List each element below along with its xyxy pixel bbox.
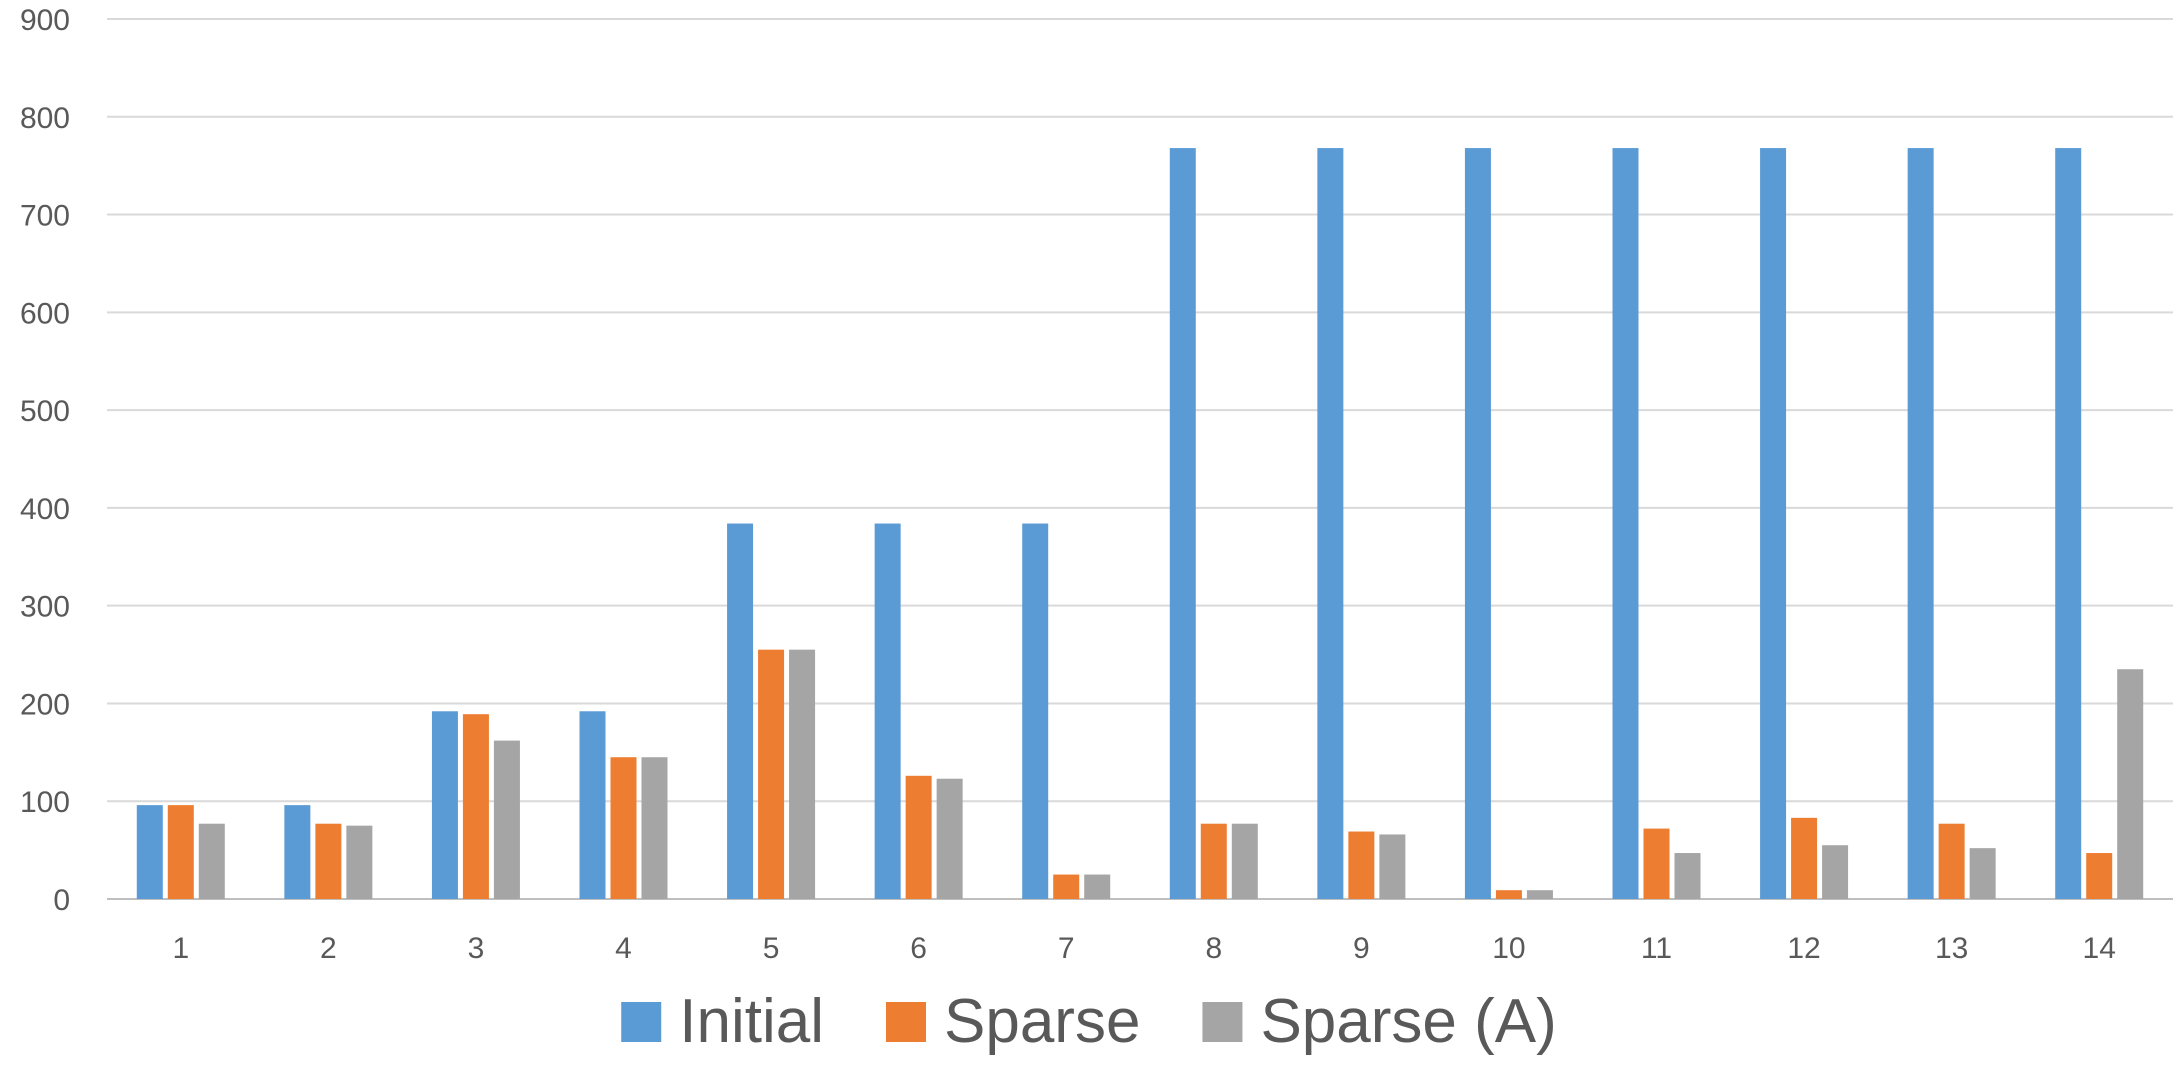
bar-sparse-a-13: [1969, 848, 1996, 899]
bar-sparse-13: [1938, 823, 1965, 899]
legend-swatch: [1202, 1002, 1243, 1042]
bar-sparse-3: [462, 714, 489, 899]
x-axis-tick-labels: 1 2 3 4 5 6 7 8 9 10 11 12 13 14: [172, 932, 2115, 965]
bar-sparse-a-12: [1822, 845, 1849, 899]
bar-sparse-14: [2086, 853, 2113, 899]
legend-item: Sparse (A): [1202, 987, 1557, 1056]
x-tick-label: 5: [763, 932, 780, 965]
y-tick-label: 400: [20, 493, 70, 526]
bar-initial-6: [874, 523, 901, 899]
bar-initial-11: [1612, 148, 1639, 900]
legend-item: Sparse: [885, 987, 1140, 1056]
bar-sparse-a-5: [789, 649, 816, 899]
bar-sparse-8: [1200, 823, 1227, 899]
x-tick-label: 6: [910, 932, 927, 965]
bar-sparse-9: [1348, 831, 1375, 899]
bar-sparse-10: [1495, 890, 1522, 899]
y-axis-tick-labels: 0 100 200 300 400 500 600 700 800 900: [20, 4, 70, 917]
x-tick-label: 2: [320, 932, 337, 965]
x-tick-label: 9: [1353, 932, 1370, 965]
bar-initial-2: [284, 805, 311, 899]
bar-sparse-a-9: [1379, 834, 1406, 899]
bar-initial-8: [1169, 148, 1196, 900]
y-tick-label: 0: [53, 884, 70, 917]
gridlines: [107, 18, 2173, 900]
bar-sparse-5: [758, 649, 785, 899]
legend-item: Initial: [621, 987, 824, 1056]
bar-sparse-a-1: [198, 823, 225, 899]
bar-initial-1: [136, 805, 163, 899]
bar-sparse-a-11: [1674, 853, 1701, 899]
bar-initial-10: [1464, 148, 1491, 900]
x-tick-label: 11: [1641, 932, 1672, 965]
bar-initial-5: [727, 523, 754, 899]
bar-initial-4: [579, 711, 606, 899]
y-tick-label: 100: [20, 786, 70, 819]
bar-sparse-a-4: [641, 757, 668, 899]
bar-initial-3: [431, 711, 458, 899]
x-tick-label: 8: [1205, 932, 1222, 965]
bars: [136, 148, 2144, 900]
y-tick-label: 900: [20, 4, 70, 37]
bar-sparse-7: [1053, 874, 1080, 899]
legend-swatch: [885, 1002, 926, 1042]
bar-sparse-2: [315, 823, 342, 899]
bar-sparse-1: [167, 805, 194, 899]
x-tick-label: 12: [1787, 932, 1820, 965]
y-tick-label: 600: [20, 297, 70, 330]
y-tick-label: 700: [20, 200, 70, 233]
legend-label: Initial: [679, 987, 824, 1056]
legend-swatch: [621, 1002, 662, 1042]
bar-sparse-a-10: [1526, 890, 1553, 899]
bar-sparse-a-2: [346, 825, 373, 899]
bar-sparse-a-8: [1231, 823, 1258, 899]
bar-initial-12: [1760, 148, 1787, 900]
legend: Initial Sparse Sparse (A): [621, 987, 1557, 1056]
y-tick-label: 200: [20, 688, 70, 721]
bar-sparse-a-3: [493, 740, 520, 899]
x-tick-label: 14: [2083, 932, 2116, 965]
bar-sparse-6: [905, 775, 932, 899]
bar-sparse-12: [1791, 817, 1818, 899]
x-tick-label: 7: [1058, 932, 1075, 965]
bar-sparse-a-7: [1084, 874, 1111, 899]
bar-sparse-a-14: [2117, 669, 2144, 899]
legend-label: Sparse (A): [1260, 987, 1556, 1056]
bar-sparse-a-6: [936, 778, 963, 899]
x-tick-label: 4: [615, 932, 632, 965]
bar-initial-14: [2055, 148, 2082, 900]
y-tick-label: 500: [20, 395, 70, 428]
x-tick-label: 13: [1935, 932, 1968, 965]
bar-sparse-4: [610, 757, 637, 899]
bar-sparse-11: [1643, 828, 1670, 899]
x-tick-label: 1: [172, 932, 189, 965]
legend-label: Sparse: [944, 987, 1140, 1056]
bar-initial-9: [1317, 148, 1344, 900]
y-tick-label: 300: [20, 591, 70, 624]
y-tick-label: 800: [20, 102, 70, 135]
bar-initial-13: [1907, 148, 1934, 900]
x-tick-label: 10: [1492, 932, 1525, 965]
bar-initial-7: [1022, 523, 1049, 899]
x-tick-label: 3: [468, 932, 485, 965]
